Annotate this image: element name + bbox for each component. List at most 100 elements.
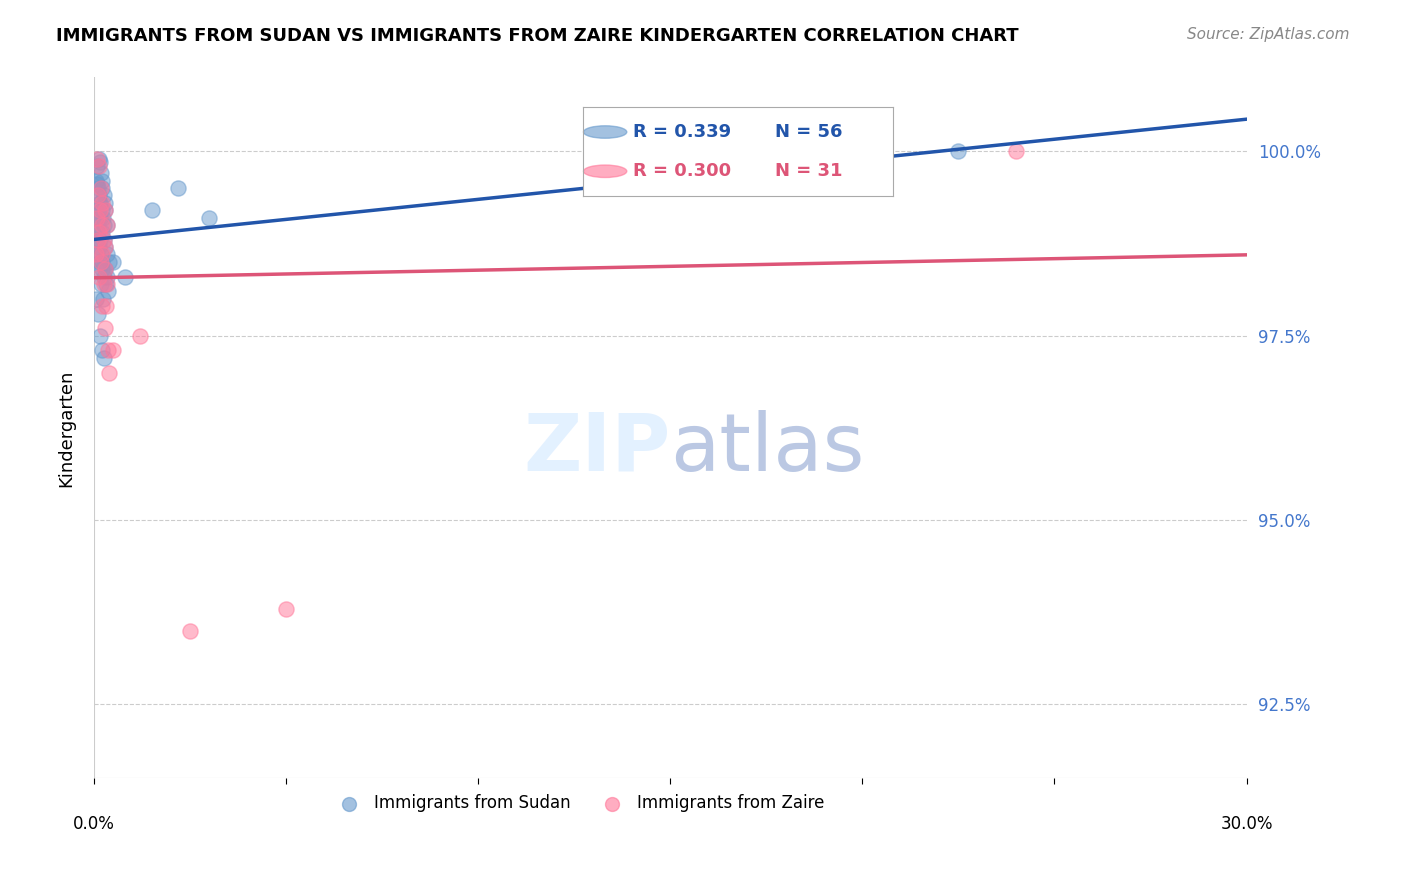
Point [90, 225, 112, 239]
Point [86, 178, 108, 192]
Point [129, 328, 152, 343]
Text: N = 31: N = 31 [775, 162, 842, 180]
Point [1005, 145, 1028, 159]
Point [87, 269, 110, 284]
Point [98, 255, 121, 269]
Point [93, 233, 115, 247]
Point [94, 203, 117, 218]
Point [87, 233, 110, 247]
Point [89, 195, 111, 210]
Point [98, 366, 121, 380]
Text: IMMIGRANTS FROM SUDAN VS IMMIGRANTS FROM ZAIRE KINDERGARTEN CORRELATION CHART: IMMIGRANTS FROM SUDAN VS IMMIGRANTS FROM… [56, 27, 1019, 45]
Point [91, 181, 114, 195]
Point [86, 211, 108, 225]
Point [87, 181, 110, 195]
Point [86, 211, 108, 225]
Circle shape [583, 165, 627, 178]
Point [93, 321, 115, 335]
Point [89, 233, 111, 247]
Text: R = 0.300: R = 0.300 [633, 162, 731, 180]
Point [93, 262, 115, 277]
Point [86, 159, 108, 173]
Point [97, 343, 120, 358]
Point [93, 351, 115, 365]
Point [84, 292, 107, 306]
Point [90, 277, 112, 291]
Point [96, 269, 118, 284]
Text: N = 56: N = 56 [775, 123, 842, 141]
Point [89, 225, 111, 239]
Point [114, 269, 136, 284]
Point [96, 218, 118, 232]
Text: 0.0%: 0.0% [73, 815, 115, 833]
Point [167, 181, 190, 195]
Point [89, 255, 111, 269]
Point [94, 277, 117, 291]
Text: Source: ZipAtlas.com: Source: ZipAtlas.com [1187, 27, 1350, 42]
Text: atlas: atlas [671, 409, 865, 488]
Point [90, 174, 112, 188]
Point [97, 285, 120, 299]
Point [179, 624, 201, 638]
Point [93, 277, 115, 291]
Point [93, 262, 115, 277]
Point [90, 247, 112, 261]
Y-axis label: Kindergarten: Kindergarten [58, 369, 75, 486]
Point [91, 195, 114, 210]
Text: 30.0%: 30.0% [1220, 815, 1272, 833]
Text: ZIP: ZIP [523, 409, 671, 488]
Point [87, 218, 110, 232]
Point [89, 155, 111, 169]
Point [274, 601, 297, 615]
Point [90, 218, 112, 232]
Point [84, 225, 107, 239]
Point [90, 247, 112, 261]
Point [89, 328, 111, 343]
Point [90, 181, 112, 195]
Point [86, 233, 108, 247]
Point [84, 174, 107, 188]
Point [101, 255, 124, 269]
Point [93, 218, 115, 232]
Point [93, 203, 115, 218]
Point [86, 152, 108, 166]
Point [89, 211, 111, 225]
Point [141, 203, 163, 218]
Point [96, 218, 118, 232]
Point [87, 159, 110, 173]
Point [87, 188, 110, 202]
Circle shape [583, 126, 627, 138]
Point [93, 269, 115, 284]
Point [91, 343, 114, 358]
Point [90, 203, 112, 218]
Point [89, 262, 111, 277]
Point [84, 247, 107, 261]
Point [93, 195, 115, 210]
Point [94, 240, 117, 254]
Point [91, 262, 114, 277]
Point [93, 188, 115, 202]
Point [87, 306, 110, 320]
Point [91, 292, 114, 306]
Point [96, 277, 118, 291]
Point [93, 233, 115, 247]
Legend: Immigrants from Sudan, Immigrants from Zaire: Immigrants from Sudan, Immigrants from Z… [325, 788, 831, 819]
Point [89, 203, 111, 218]
Point [90, 255, 112, 269]
Point [87, 240, 110, 254]
Point [84, 203, 107, 218]
Point [948, 145, 970, 159]
Point [91, 255, 114, 269]
Text: R = 0.339: R = 0.339 [633, 123, 731, 141]
Point [198, 211, 221, 225]
Point [96, 247, 118, 261]
Point [86, 247, 108, 261]
Point [90, 166, 112, 180]
Point [87, 188, 110, 202]
Point [96, 299, 118, 313]
Point [87, 195, 110, 210]
Point [91, 211, 114, 225]
Point [87, 152, 110, 166]
Point [90, 299, 112, 313]
Point [94, 240, 117, 254]
